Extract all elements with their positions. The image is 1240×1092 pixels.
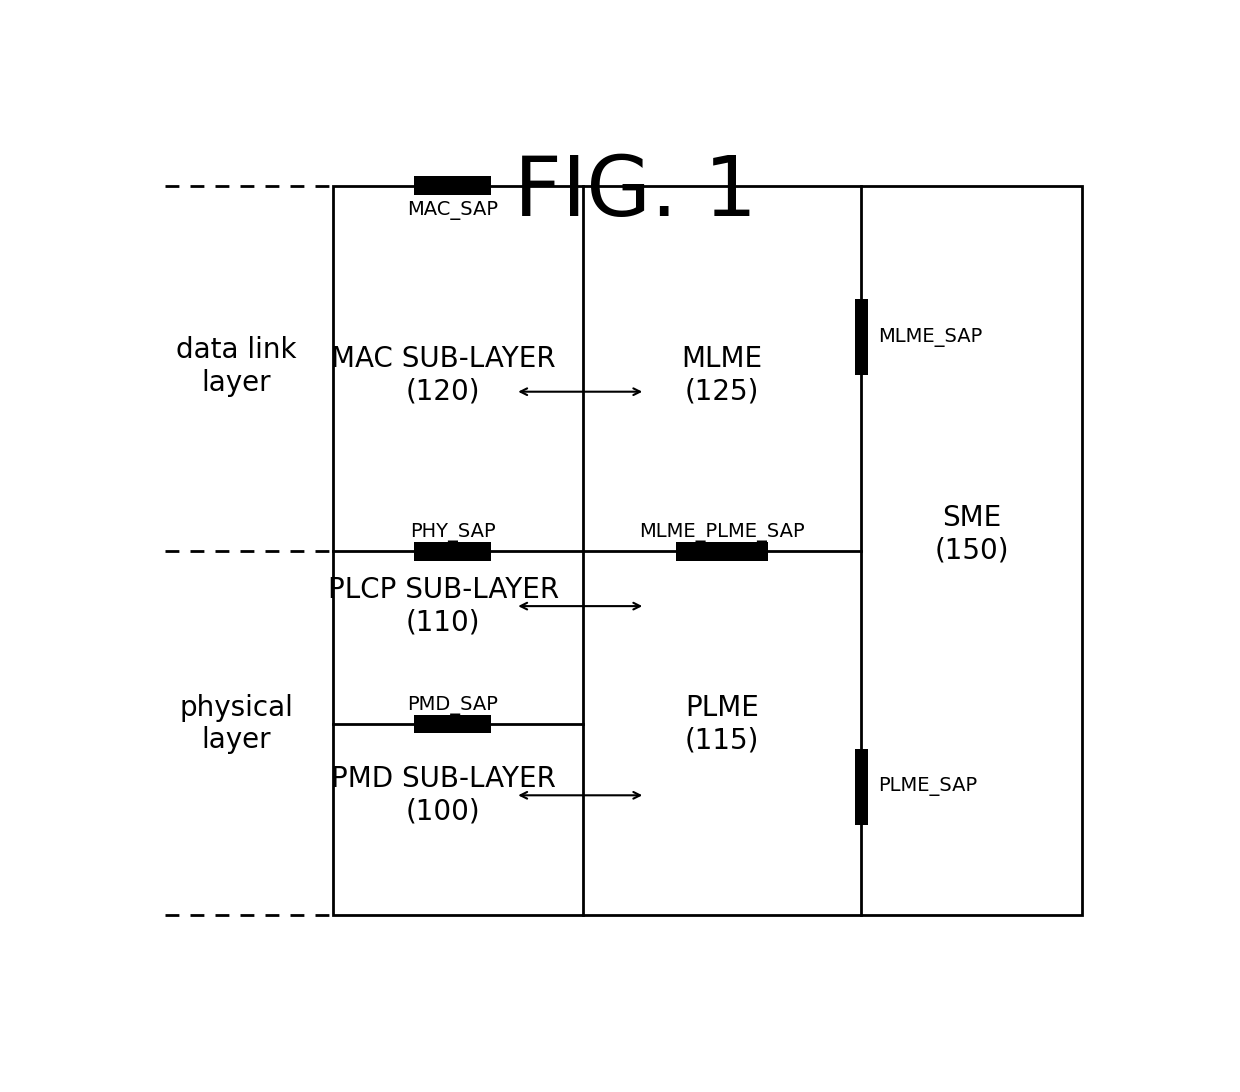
Text: MLME_PLME_SAP: MLME_PLME_SAP [639, 523, 805, 543]
Bar [856, 299, 868, 375]
Text: SME
(150): SME (150) [935, 505, 1009, 565]
Text: MAC SUB-LAYER
(120): MAC SUB-LAYER (120) [331, 345, 556, 405]
Text: PMD_SAP: PMD_SAP [408, 696, 498, 715]
Text: PMD SUB-LAYER
(100): PMD SUB-LAYER (100) [331, 765, 556, 826]
Text: PLME_SAP: PLME_SAP [878, 778, 977, 796]
Text: PLCP SUB-LAYER
(110): PLCP SUB-LAYER (110) [327, 575, 559, 637]
Text: MLME
(125): MLME (125) [682, 345, 763, 405]
Text: MLME_SAP: MLME_SAP [878, 328, 982, 346]
Text: PHY_SAP: PHY_SAP [410, 523, 496, 543]
Text: physical
layer: physical layer [180, 693, 294, 755]
Bar [414, 177, 491, 195]
Bar [414, 543, 491, 560]
Bar [414, 714, 491, 733]
Text: MAC_SAP: MAC_SAP [408, 201, 498, 221]
Bar [676, 543, 768, 560]
Text: data link
layer: data link layer [176, 336, 296, 396]
Text: FIG. 1: FIG. 1 [513, 152, 758, 233]
Bar [856, 749, 868, 824]
Text: PLME
(115): PLME (115) [684, 693, 759, 755]
Bar [332, 186, 1083, 915]
